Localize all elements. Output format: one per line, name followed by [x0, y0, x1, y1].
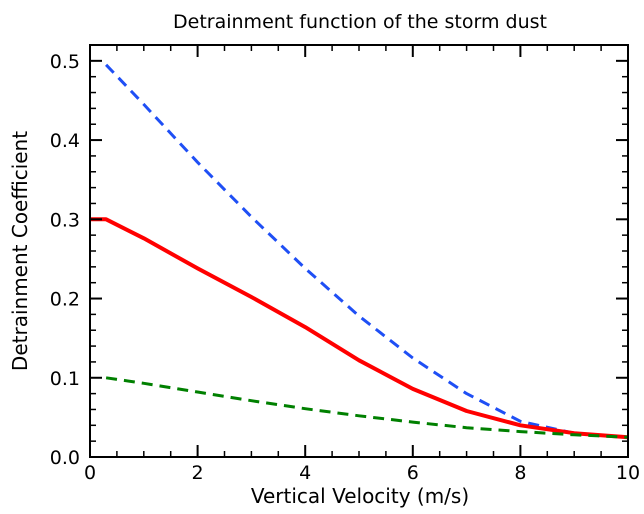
- y-tick-label: 0.3: [50, 209, 80, 231]
- x-tick-label: 0: [84, 462, 96, 484]
- x-tick-label: 4: [299, 462, 311, 484]
- series-line-2: [90, 217, 629, 440]
- y-tick-label: 0.4: [50, 130, 80, 152]
- x-tick-label: 2: [192, 462, 204, 484]
- y-tick-label: 0.5: [50, 51, 80, 73]
- x-tick-label: 8: [514, 462, 526, 484]
- plot-area: 0 2 4 6 8 10 0.0 0.1 0.2 0.3 0.4 0.5: [50, 44, 640, 484]
- series-line-1: [105, 63, 629, 439]
- y-tick-label: 0.0: [50, 447, 80, 469]
- y-tick-label: 0.1: [50, 368, 80, 390]
- y-tick-label: 0.2: [50, 289, 80, 311]
- y-axis-label: Detrainment Coefficient: [8, 131, 32, 371]
- x-tick-label: 6: [407, 462, 419, 484]
- series-line-3: [105, 376, 629, 439]
- chart-title: Detrainment function of the storm dust: [173, 11, 547, 33]
- plot-frame: [89, 44, 629, 458]
- x-axis-label: Vertical Velocity (m/s): [251, 484, 469, 508]
- x-tick-label: 10: [616, 462, 640, 484]
